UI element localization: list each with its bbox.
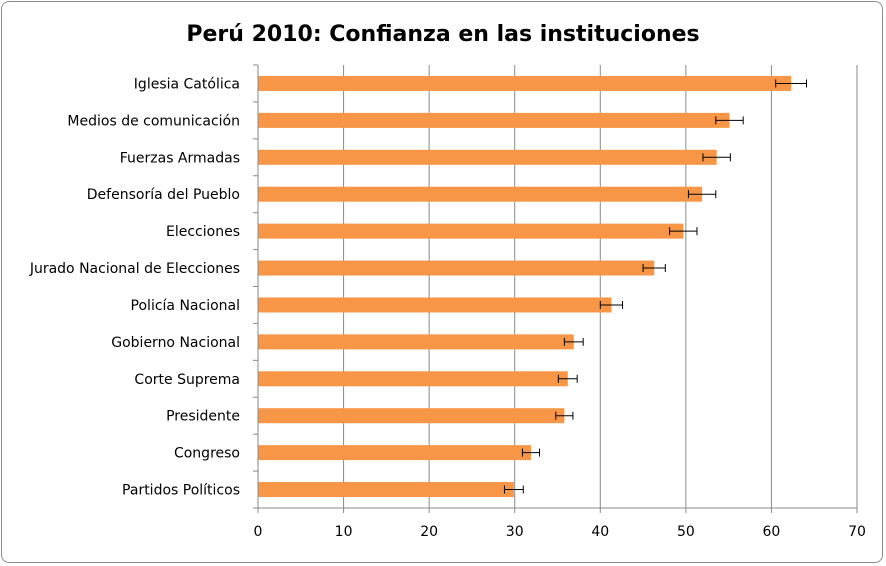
category-label: Gobierno Nacional xyxy=(111,335,240,351)
chart-title: Perú 2010: Confianza en las institucione… xyxy=(186,22,699,47)
bar xyxy=(258,260,655,276)
bar xyxy=(258,186,703,202)
bar xyxy=(258,223,684,239)
gridlines xyxy=(343,65,858,508)
category-label: Presidente xyxy=(166,409,240,425)
category-label: Fuerzas Armadas xyxy=(120,150,240,166)
category-label: Medios de comunicación xyxy=(67,113,240,129)
bar xyxy=(258,334,574,350)
bars xyxy=(258,75,792,498)
bar xyxy=(258,408,565,424)
x-tick-label: 0 xyxy=(254,524,263,540)
bar xyxy=(258,149,717,165)
axes xyxy=(253,64,858,513)
bar xyxy=(258,482,514,498)
x-tick-label: 50 xyxy=(677,524,695,540)
category-labels: Iglesia Católica Medios de comunicación Fu… xyxy=(29,76,240,498)
category-label: Iglesia Católica xyxy=(134,76,240,92)
category-label: Elecciones xyxy=(166,224,240,240)
category-label: Jurado Nacional de Elecciones xyxy=(29,261,240,277)
category-label: Corte Suprema xyxy=(134,372,240,388)
x-tick-label: 20 xyxy=(420,524,438,540)
x-tick-label: 70 xyxy=(848,524,866,540)
x-tick-label: 40 xyxy=(591,524,609,540)
category-label: Defensoría del Pueblo xyxy=(87,187,240,203)
bar xyxy=(258,297,612,313)
category-label: Partidos Políticos xyxy=(122,483,240,499)
category-label: Policía Nacional xyxy=(131,298,240,314)
category-label: Congreso xyxy=(174,446,240,462)
bar xyxy=(258,445,531,461)
x-tick-labels: 0 10 20 30 40 50 60 70 xyxy=(254,524,866,540)
x-tick-label: 60 xyxy=(763,524,781,540)
bar xyxy=(258,371,568,387)
x-tick-label: 30 xyxy=(506,524,524,540)
error-bars xyxy=(503,79,808,494)
bar xyxy=(258,112,730,128)
bar xyxy=(258,75,792,91)
x-tick-label: 10 xyxy=(335,524,353,540)
